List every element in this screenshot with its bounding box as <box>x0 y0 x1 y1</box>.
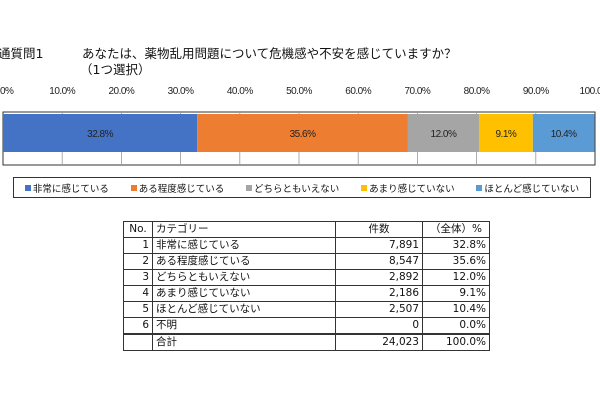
x-tick-label: 20.0% <box>108 86 134 97</box>
table-cell: 4 <box>123 285 153 302</box>
x-tick-label: 10.0% <box>49 86 75 97</box>
table-cell: 7,891 <box>335 237 423 254</box>
bar-segment <box>3 114 198 152</box>
table-cell: 5 <box>123 301 153 318</box>
table-cell: 2 <box>123 253 153 270</box>
table-cell: 8,547 <box>335 253 423 270</box>
table-total-row: 合計 24,023 100.0% <box>123 333 490 351</box>
table-cell: 3 <box>123 269 153 286</box>
table-row: 3 どちらともいえない 2,892 12.0% <box>123 269 490 286</box>
question-text: あなたは、薬物乱用問題について危機感や不安を感じていますか？ <box>82 46 457 61</box>
table-cell: 0 <box>335 317 423 335</box>
legend-swatch <box>24 184 31 191</box>
table-cell: あまり感じていない <box>152 285 336 302</box>
table-cell: 6 <box>123 317 153 335</box>
stacked-bar-chart: 0.0% 10.0% 20.0% 30.0% 40.0% 50.0% 60.0% 70.0% 8… <box>0 86 600 166</box>
table-row: 2 ある程度感じている 8,547 35.6% <box>123 253 490 270</box>
table-cell: 2,186 <box>335 285 423 302</box>
data-label: 32.8% <box>87 129 113 140</box>
table-row: 1 非常に感じている 7,891 32.8% <box>123 237 490 254</box>
x-tick-label: 0.0% <box>0 86 14 97</box>
bar-segment <box>478 114 533 152</box>
legend-item: ある程度感じている <box>130 181 225 195</box>
table-cell: 1 <box>123 237 153 254</box>
data-label: 9.1% <box>496 129 517 140</box>
table-cell: 100.0% <box>422 333 490 351</box>
table-cell: 10.4% <box>422 301 490 318</box>
x-tick-label: 60.0% <box>345 86 371 97</box>
legend-swatch <box>476 184 483 191</box>
legend-swatch <box>130 184 137 191</box>
results-table: No. カテゴリー 件数 （全体）% 1 非常に感じている 7,891 32.8% 2 ある程度感… <box>123 221 490 351</box>
table-cell: 24,023 <box>335 333 423 351</box>
bar-segment <box>532 114 595 152</box>
table-cell: 35.6% <box>422 253 490 270</box>
legend-label: あまり感じていない <box>369 183 455 195</box>
table-header-row: No. カテゴリー 件数 （全体）% <box>123 221 490 238</box>
legend-item: 非常に感じている <box>24 181 109 195</box>
table-cell: ほとんど感じていない <box>152 301 336 318</box>
legend-label: ある程度感じている <box>138 183 225 195</box>
data-label: 12.0% <box>431 129 457 140</box>
table-row: 4 あまり感じていない 2,186 9.1% <box>123 285 490 302</box>
bar-segment <box>407 114 479 152</box>
x-tick-label: 80.0% <box>464 86 490 97</box>
legend-label: 非常に感じている <box>32 183 109 195</box>
table-cell: 2,507 <box>335 301 423 318</box>
table-cell: カテゴリー <box>152 221 336 238</box>
x-tick-label: 90.0% <box>523 86 549 97</box>
table-cell: No. <box>123 221 153 238</box>
x-tick-label: 50.0% <box>286 86 312 97</box>
legend: 非常に感じている ある程度感じている どちらともいえない あまり感じていない ほとんど感… <box>13 177 591 198</box>
table-cell: 件数 <box>335 221 423 238</box>
table-cell: 2,892 <box>335 269 423 286</box>
data-label: 10.4% <box>551 129 577 140</box>
x-tick-label: 100.0% <box>580 86 600 97</box>
legend-swatch <box>361 184 368 191</box>
table-cell <box>123 333 153 351</box>
table-cell: 9.1% <box>422 285 490 302</box>
question-number: 通質問1 <box>0 46 44 61</box>
table-cell: どちらともいえない <box>152 269 336 286</box>
question-note: （1つ選択） <box>80 62 151 77</box>
x-tick-label: 40.0% <box>227 86 253 97</box>
table-row: 5 ほとんど感じていない 2,507 10.4% <box>123 301 490 318</box>
legend-label: ほとんど感じていない <box>484 183 580 195</box>
table-cell: 非常に感じている <box>152 237 336 254</box>
data-label: 35.6% <box>290 129 316 140</box>
legend-label: どちらともいえない <box>253 183 340 195</box>
legend-item: ほとんど感じていない <box>476 181 579 195</box>
legend-item: どちらともいえない <box>245 181 340 195</box>
table-cell: ある程度感じている <box>152 253 336 270</box>
legend-swatch <box>245 184 252 191</box>
legend-item: あまり感じていない <box>361 181 455 195</box>
table-cell: 合計 <box>152 333 336 351</box>
x-tick-label: 30.0% <box>168 86 194 97</box>
table-cell: 32.8% <box>422 237 490 254</box>
bar-segment <box>197 114 408 152</box>
table-cell: （全体）% <box>422 221 490 238</box>
table-cell: 不明 <box>152 317 336 335</box>
table-cell: 0.0% <box>422 317 490 335</box>
table-cell: 12.0% <box>422 269 490 286</box>
x-tick-label: 70.0% <box>404 86 430 97</box>
table-row: 6 不明 0 0.0% <box>123 317 490 335</box>
